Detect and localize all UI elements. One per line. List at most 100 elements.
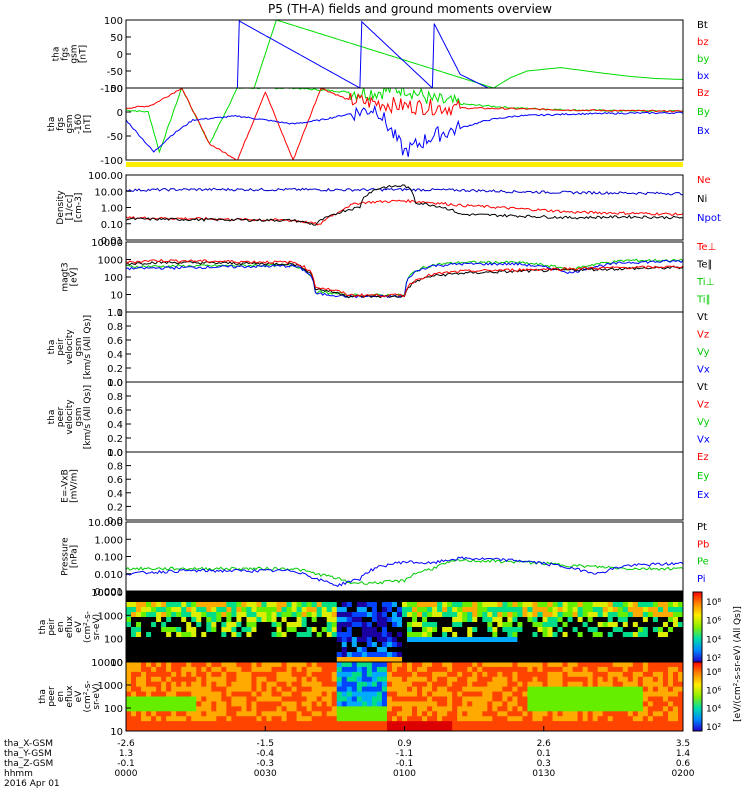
heatmap-cell <box>221 642 227 648</box>
heatmap-cell <box>502 691 508 697</box>
heatmap-cell <box>527 632 533 638</box>
y-tick-label: 1 <box>117 308 123 319</box>
heatmap-cell <box>221 592 227 598</box>
heatmap-cell <box>126 662 132 668</box>
heatmap-cell <box>246 721 252 727</box>
heatmap-cell <box>417 637 423 643</box>
heatmap-cell <box>557 592 563 598</box>
legend-entry: by <box>697 54 709 65</box>
heatmap-cell <box>542 691 548 697</box>
heatmap-cell <box>176 711 182 717</box>
heatmap-cell <box>161 607 167 613</box>
heatmap-cell <box>241 652 247 658</box>
heatmap-cell <box>537 676 543 683</box>
heatmap-cell <box>512 632 518 638</box>
x-tick-label: -1.1 <box>396 749 414 759</box>
heatmap-cell <box>502 706 508 712</box>
heatmap-cell <box>487 652 493 658</box>
heatmap-cell <box>437 647 443 653</box>
series-line-Bz <box>126 88 683 160</box>
heatmap-cell <box>447 592 453 598</box>
heatmap-cell <box>422 602 428 608</box>
heatmap-cell <box>507 657 513 662</box>
heatmap-cell <box>266 657 272 662</box>
heatmap-cell <box>482 627 488 633</box>
heatmap-cell <box>351 592 358 598</box>
heatmap-cell <box>236 716 242 722</box>
y-axis-label: eflux <box>65 685 75 708</box>
heatmap-cell <box>386 637 393 643</box>
y-axis-label: (cm²-s- <box>83 611 93 643</box>
heatmap-cell <box>407 726 413 731</box>
heatmap-cell <box>537 597 543 603</box>
heatmap-cell <box>261 627 267 633</box>
heatmap-cell <box>492 716 498 722</box>
heatmap-cell <box>266 652 272 658</box>
heatmap-cell <box>602 696 609 702</box>
heatmap-cell <box>647 647 654 653</box>
heatmap-cell <box>266 696 272 702</box>
heatmap-cell <box>607 602 614 608</box>
heatmap-cell <box>321 696 328 702</box>
heatmap-cell <box>602 671 609 678</box>
heatmap-cell <box>667 612 674 618</box>
heatmap-cell <box>567 716 574 722</box>
heatmap-cell <box>371 637 378 643</box>
heatmap-cell <box>326 691 333 697</box>
heatmap-cell <box>266 691 272 697</box>
heatmap-cell <box>351 676 358 683</box>
heatmap-cell <box>612 657 619 662</box>
heatmap-cell <box>607 617 614 623</box>
series-line-bx <box>126 20 683 88</box>
heatmap-cell <box>612 716 619 722</box>
heatmap-cell <box>351 726 358 731</box>
heatmap-cell <box>396 726 403 731</box>
heatmap-cell <box>412 622 418 628</box>
heatmap-cell <box>677 627 683 633</box>
heatmap-cell <box>432 597 438 603</box>
heatmap-cell <box>552 701 558 707</box>
heatmap-cell <box>517 627 523 633</box>
heatmap-cell <box>381 671 388 678</box>
heatmap-cell <box>482 721 488 727</box>
heatmap-cell <box>662 691 669 697</box>
heatmap-cell <box>622 612 629 618</box>
heatmap-cell <box>587 711 594 717</box>
heatmap-cell <box>176 662 182 668</box>
heatmap-cell <box>677 612 683 618</box>
heatmap-cell <box>181 592 187 598</box>
heatmap-cell <box>246 597 252 603</box>
heatmap-cell <box>281 662 287 668</box>
y-tick-label: 0.0 <box>107 516 123 527</box>
heatmap-cell <box>241 696 247 702</box>
heatmap-cell <box>647 666 654 673</box>
heatmap-cell <box>151 602 157 608</box>
heatmap-cell <box>512 671 518 678</box>
heatmap-cell <box>356 666 363 673</box>
heatmap-cell <box>311 657 318 662</box>
heatmap-cell <box>412 691 418 697</box>
heatmap-cell <box>572 666 579 673</box>
heatmap-cell <box>422 716 428 722</box>
heatmap-cell <box>326 666 333 673</box>
heatmap-cell <box>447 612 453 618</box>
heatmap-cell <box>281 726 287 731</box>
heatmap-cell <box>507 721 513 727</box>
heatmap-cell <box>577 607 584 613</box>
heatmap-cell <box>191 592 197 598</box>
heatmap-cell <box>602 716 609 722</box>
heatmap-cell <box>161 652 167 658</box>
heatmap-cell <box>271 701 277 707</box>
heatmap-cell <box>396 612 403 618</box>
heatmap-cell <box>126 726 132 731</box>
heatmap-cell <box>261 597 267 603</box>
heatmap-cell <box>231 617 237 623</box>
heatmap-cell <box>492 676 498 683</box>
heatmap-cell <box>457 686 463 692</box>
heatmap-cell <box>391 617 398 623</box>
heatmap-cell <box>657 691 664 697</box>
heatmap-cell <box>401 622 408 628</box>
heatmap-cell <box>156 652 162 658</box>
heatmap-cell <box>592 612 599 618</box>
heatmap-cell <box>231 662 237 668</box>
